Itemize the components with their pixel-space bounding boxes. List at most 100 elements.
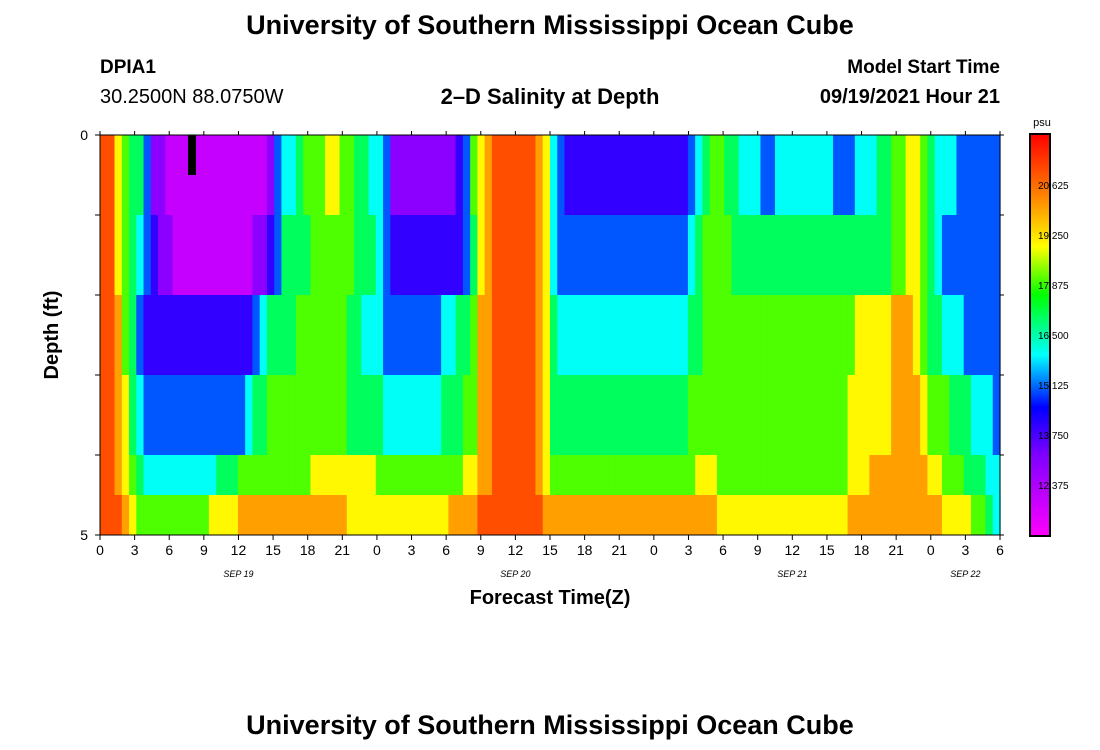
heatmap-cell xyxy=(339,495,348,535)
heatmap-cell xyxy=(869,295,878,375)
heatmap-cell xyxy=(216,375,224,455)
heatmap-cell xyxy=(629,375,638,455)
heatmap-cell xyxy=(100,295,108,375)
heatmap-cell xyxy=(840,215,849,295)
heatmap-cell xyxy=(666,495,674,535)
heatmap-cell xyxy=(840,295,849,375)
heatmap-cell xyxy=(912,375,921,455)
heatmap-cell xyxy=(455,215,464,295)
heatmap-cell xyxy=(934,135,943,215)
heatmap-cell xyxy=(695,375,704,455)
heatmap-cell xyxy=(716,215,725,295)
footer-title: University of Southern Mississippi Ocean… xyxy=(246,710,854,740)
heatmap-cell xyxy=(448,375,457,455)
heatmap-cell xyxy=(499,295,508,375)
heatmap-cell xyxy=(491,375,500,455)
heatmap-cell xyxy=(840,495,849,535)
heatmap-cell xyxy=(557,375,566,455)
heatmap-cell xyxy=(208,135,217,215)
heatmap-cell xyxy=(637,375,645,455)
heatmap-cell xyxy=(637,495,645,535)
heatmap-cell xyxy=(259,495,268,535)
heatmap-cell xyxy=(201,215,210,295)
heatmap-cell xyxy=(876,135,885,215)
x-tick-label: 6 xyxy=(165,542,173,558)
heatmap-cell xyxy=(274,375,283,455)
heatmap-cell xyxy=(216,215,224,295)
heatmap-cell xyxy=(542,375,551,455)
heatmap-cell xyxy=(651,375,660,455)
heatmap-cell xyxy=(637,135,645,215)
heatmap-cell xyxy=(150,375,159,455)
heatmap-cell xyxy=(230,135,239,215)
heatmap-cell xyxy=(833,375,841,455)
heatmap-cell xyxy=(542,495,551,535)
heatmap-cell xyxy=(767,375,776,455)
heatmap-cell xyxy=(404,135,413,215)
heatmap-cell xyxy=(992,135,1001,215)
heatmap-cell xyxy=(550,215,558,295)
heatmap-cell xyxy=(136,135,145,215)
heatmap-cell xyxy=(165,375,174,455)
heatmap-cell xyxy=(985,295,994,375)
heatmap-cell xyxy=(579,215,587,295)
heatmap-cell xyxy=(782,135,791,215)
heatmap-cell xyxy=(564,375,573,455)
heatmap-cell xyxy=(542,135,551,215)
heatmap-cell xyxy=(818,495,827,535)
heatmap-cell xyxy=(266,135,275,215)
heatmap-cell xyxy=(579,295,587,375)
x-tick-label: 12 xyxy=(785,542,801,558)
heatmap-cell xyxy=(905,295,914,375)
heatmap-cell xyxy=(818,375,827,455)
heatmap-cell xyxy=(934,215,943,295)
heatmap-cell xyxy=(412,215,420,295)
heatmap-cell xyxy=(404,375,413,455)
heatmap-cell xyxy=(259,135,268,215)
heatmap-cell xyxy=(564,215,573,295)
heatmap-cell xyxy=(121,495,130,535)
heatmap-cell xyxy=(143,215,152,295)
heatmap-cell xyxy=(150,295,159,375)
heatmap-cell xyxy=(825,495,834,535)
heatmap-cell xyxy=(615,375,624,455)
heatmap-cell xyxy=(433,295,442,375)
heatmap-cell xyxy=(978,135,987,215)
heatmap-cell xyxy=(862,295,870,375)
heatmap-cell xyxy=(397,295,406,375)
heatmap-cell xyxy=(905,375,914,455)
heatmap-cell xyxy=(905,215,914,295)
heatmap-cell xyxy=(927,495,936,535)
heatmap-cell xyxy=(491,295,500,375)
heatmap-cell xyxy=(898,215,907,295)
heatmap-cell xyxy=(201,295,210,375)
heatmap-cell xyxy=(455,135,464,215)
heatmap-cell xyxy=(985,495,994,535)
heatmap-cell xyxy=(179,135,188,215)
heatmap-cell xyxy=(499,215,508,295)
heatmap-cell xyxy=(920,495,929,535)
heatmap-cell xyxy=(433,375,442,455)
heatmap-cell xyxy=(782,375,791,455)
heatmap-cell xyxy=(361,135,370,215)
x-tick-label: 15 xyxy=(542,542,558,558)
heatmap-cell xyxy=(114,215,123,295)
heatmap-cell xyxy=(912,215,921,295)
heatmap-cell xyxy=(542,215,551,295)
heatmap-cell xyxy=(158,215,166,295)
heatmap-cell xyxy=(361,295,370,375)
heatmap-cell xyxy=(963,375,972,455)
heatmap-cell xyxy=(245,495,254,535)
heatmap-cell xyxy=(673,135,682,215)
y-tick-label: 5 xyxy=(80,527,88,543)
heatmap-cell xyxy=(869,375,878,455)
heatmap-cell xyxy=(375,295,384,375)
heatmap-cell xyxy=(121,215,130,295)
heatmap-cell xyxy=(825,135,834,215)
heatmap-cell xyxy=(716,135,725,215)
x-tick-label: 18 xyxy=(854,542,870,558)
heatmap-cell xyxy=(230,495,239,535)
x-tick-label: 12 xyxy=(231,542,247,558)
heatmap-cell xyxy=(644,295,653,375)
heatmap-cell xyxy=(629,215,638,295)
